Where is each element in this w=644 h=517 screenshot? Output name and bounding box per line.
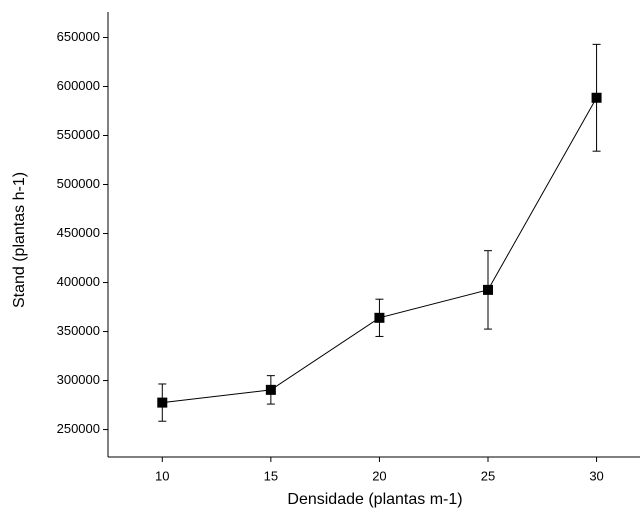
x-tick-label: 30 <box>589 468 603 483</box>
y-tick-label: 350000 <box>57 323 100 338</box>
x-tick-label: 25 <box>481 468 495 483</box>
x-axis-label: Densidade (plantas m-1) <box>287 491 462 508</box>
y-tick-label: 400000 <box>57 274 100 289</box>
marker <box>265 384 276 395</box>
series-line <box>162 97 598 404</box>
x-tick-label: 10 <box>155 468 169 483</box>
marker <box>483 284 493 295</box>
y-axis-label: Stand (plantas h-1) <box>11 172 28 308</box>
marker <box>157 397 168 408</box>
marker <box>591 92 602 103</box>
y-tick-label: 500000 <box>57 176 100 191</box>
marker <box>374 312 385 323</box>
y-tick-label: 250000 <box>57 421 100 436</box>
y-tick-label: 650000 <box>57 29 100 44</box>
y-tick-label: 600000 <box>57 78 100 93</box>
x-tick-label: 20 <box>372 468 386 483</box>
x-tick-label: 15 <box>264 468 278 483</box>
y-tick-label: 300000 <box>57 372 100 387</box>
y-tick-label: 550000 <box>57 127 100 142</box>
y-tick-label: 450000 <box>57 225 100 240</box>
